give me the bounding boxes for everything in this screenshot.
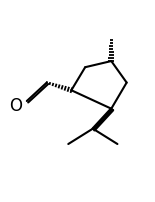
Text: O: O [10, 97, 23, 115]
